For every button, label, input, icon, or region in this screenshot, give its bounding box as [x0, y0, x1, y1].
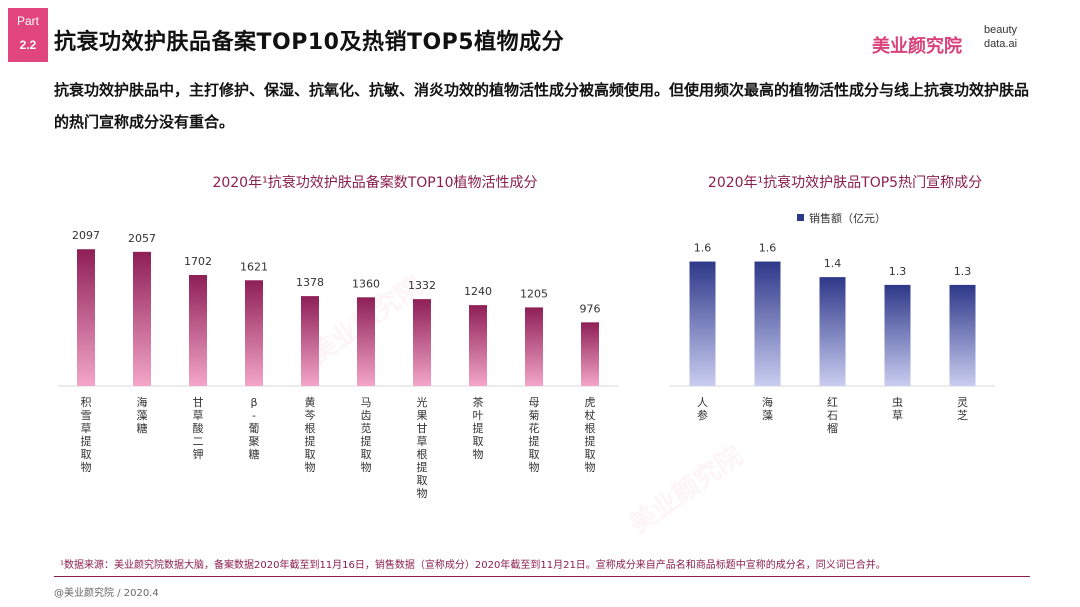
left-chart-category-label: 虎杖根提取物 [585, 396, 596, 474]
left-chart-value-label: 1240 [464, 285, 492, 298]
legend-label: 销售额（亿元） [809, 211, 886, 225]
right-chart-category-label: 海藻 [762, 395, 773, 422]
left-chart-category-label: 光果甘草根提取物 [417, 395, 428, 500]
right-chart-title: 2020年¹抗衰功效护肤品TOP5热门宣称成分 [707, 175, 983, 191]
right-chart-legend: 销售额（亿元） [797, 211, 886, 225]
left-chart-bar [581, 322, 599, 386]
left-chart-bar [357, 297, 375, 386]
left-chart-bar [469, 305, 487, 386]
legend-swatch [797, 214, 804, 221]
credit: @美业颜究院 / 2020.4 [54, 588, 159, 599]
right-chart-bar [819, 277, 846, 386]
brand-logo: 美业颜究院 beauty data.ai [872, 14, 1042, 62]
logo-text-en-2: data.ai [984, 38, 1018, 50]
right-chart-value-label: 1.6 [759, 242, 777, 255]
left-chart-category-label: 海藻糖 [137, 395, 148, 435]
left-chart-bar [245, 280, 263, 386]
page-title: 抗衰功效护肤品备案TOP10及热销TOP5植物成分 [54, 30, 565, 55]
right-chart-category-label: 虫草 [892, 396, 903, 422]
right-chart-value-label: 1.3 [889, 265, 907, 278]
footnote: ¹数据来源：美业颜究院数据大脑，备案数据2020年截至到11月16日，销售数据（… [60, 560, 886, 571]
right-chart-value-label: 1.3 [954, 265, 972, 278]
left-chart-bar [525, 307, 543, 386]
right-chart-bar [754, 261, 781, 386]
part-tag: Part 2.2 [8, 8, 48, 62]
left-chart-value-label: 2057 [128, 232, 156, 245]
left-chart-category-label: 黄芩根提取物 [305, 395, 316, 474]
right-chart-category-label: 人参 [697, 396, 708, 422]
left-chart-value-label: 1702 [184, 255, 212, 268]
left-bar-chart: 2097 积雪草提取物 2057 海藻糖 1702 甘草酸二钾 1621 β -葡聚糖 1378 黄… [58, 229, 618, 500]
left-chart-value-label: 1205 [520, 287, 548, 300]
right-chart-value-label: 1.6 [694, 242, 712, 255]
right-chart-bar [689, 261, 716, 386]
left-chart-bar [133, 251, 151, 386]
logo-text-en-1: beauty [984, 24, 1018, 36]
footer-divider [54, 576, 1030, 577]
left-chart-value-label: 1332 [408, 279, 436, 292]
left-chart-bar [413, 299, 431, 386]
part-label: Part [16, 14, 39, 28]
right-chart-bar [949, 284, 976, 386]
right-chart-category-label: 红石榴 [827, 396, 838, 435]
left-chart-value-label: 1621 [240, 260, 268, 273]
right-chart-category-label: 灵芝 [957, 396, 968, 422]
left-chart-category-label: 茶叶提取物 [473, 396, 484, 461]
part-number: 2.2 [19, 38, 37, 52]
right-chart-bar [884, 284, 911, 386]
left-chart-bar [189, 275, 207, 386]
left-chart-value-label: 2097 [72, 229, 100, 242]
left-chart-category-label: 马齿苋提取物 [361, 396, 372, 474]
left-chart-category-label: 积雪草提取物 [81, 396, 92, 474]
left-chart-value-label: 1378 [296, 276, 324, 289]
left-chart-bar [301, 296, 319, 386]
lead-text: 抗衰功效护肤品中，主打修护、保湿、抗氧化、抗敏、消炎功效的植物活性成分被高频使用… [54, 81, 1030, 131]
left-chart-category-label: 母菊花提取物 [529, 396, 540, 474]
left-chart-bar [77, 249, 95, 386]
left-chart-category-label: 甘草酸二钾 [193, 396, 204, 461]
right-bar-chart: 1.6 人参 1.6 海藻 1.4 红石榴 1.3 虫草 1.3 灵芝 销售额（亿元） [670, 211, 995, 435]
left-chart-value-label: 1360 [352, 277, 380, 290]
left-chart-value-label: 976 [580, 302, 601, 315]
left-chart-category-label: β -葡聚糖 [249, 396, 260, 461]
logo-text-cn: 美业颜究院 [872, 36, 962, 57]
right-chart-value-label: 1.4 [824, 257, 842, 270]
left-chart-title: 2020年¹抗衰功效护肤品备案数TOP10植物活性成分 [212, 175, 538, 191]
